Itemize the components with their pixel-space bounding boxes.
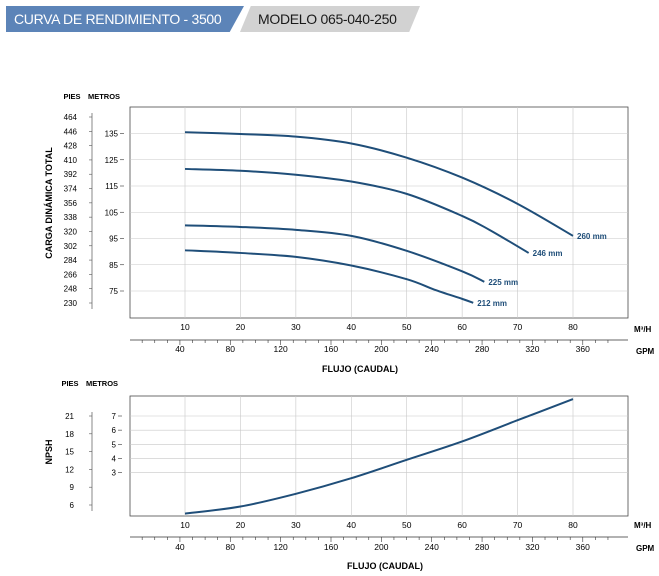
x-tick-label: 70 <box>513 322 523 332</box>
x2-tick-label: 40 <box>175 542 185 552</box>
y-units-label-bottom: METROS <box>86 379 118 388</box>
x2-tick-label: 360 <box>576 344 590 354</box>
x-tick-label: 20 <box>236 520 246 530</box>
x-tick-label: 10 <box>180 322 190 332</box>
x-tick-label: 30 <box>291 322 301 332</box>
x2-tick-label: 80 <box>226 344 236 354</box>
x2-tick-label: 40 <box>175 344 185 354</box>
x2-units-label-bottom: GPM <box>636 544 655 553</box>
y2-tick-label: 18 <box>65 430 74 439</box>
series-line <box>184 131 574 237</box>
x-units-label-bottom: M³/H <box>634 521 652 530</box>
y-tick-label: 135 <box>105 130 119 139</box>
x-axis-title-top: FLUJO (CAUDAL) <box>322 364 398 374</box>
series-label: 246 mm <box>533 249 563 258</box>
y2-tick-label: 320 <box>64 227 78 236</box>
y-tick-label: 7 <box>112 412 117 421</box>
x-tick-label: 50 <box>402 520 412 530</box>
y2-tick-label: 428 <box>64 142 78 151</box>
y2-tick-label: 21 <box>65 412 74 421</box>
y2-tick-label: 248 <box>64 285 78 294</box>
npsh-chart: PIES METROS NPSH FLUJO (CAUDAL) M³/H GPM… <box>44 379 655 571</box>
y-tick-label: 3 <box>112 469 117 478</box>
y2-tick-label: 446 <box>64 127 78 136</box>
y2-tick-label: 302 <box>64 242 78 251</box>
x2-tick-label: 120 <box>274 542 288 552</box>
y2-tick-label: 230 <box>64 299 78 308</box>
y-axis-title-bottom: NPSH <box>44 439 54 464</box>
x-tick-label: 60 <box>457 520 467 530</box>
series-line <box>184 167 530 254</box>
x2-tick-label: 160 <box>324 542 338 552</box>
plot-frame <box>129 395 629 517</box>
y2-tick-label: 392 <box>64 170 78 179</box>
y-tick-label: 6 <box>112 426 117 435</box>
y2-tick-label: 284 <box>64 256 78 265</box>
x2-tick-label: 160 <box>324 344 338 354</box>
x-tick-label: 80 <box>568 520 578 530</box>
x2-tick-label: 280 <box>475 542 489 552</box>
series-line <box>184 249 474 304</box>
x-tick-label: 50 <box>402 322 412 332</box>
header-model: MODELO 065-040-250 <box>240 6 420 32</box>
x-tick-label: 40 <box>347 520 357 530</box>
x-tick-label: 80 <box>568 322 578 332</box>
x2-tick-label: 120 <box>274 344 288 354</box>
x2-tick-label: 320 <box>525 542 539 552</box>
y2-tick-label: 266 <box>64 270 78 279</box>
y2-tick-label: 9 <box>70 483 75 492</box>
series-label: 260 mm <box>577 232 607 241</box>
y2-units-label-top: PIES <box>63 92 80 101</box>
x-tick-label: 40 <box>347 322 357 332</box>
y-tick-label: 85 <box>109 261 118 270</box>
head-chart: PIES METROS CARGA DINÁMICA TOTAL FLUJO (… <box>44 92 655 374</box>
y2-tick-label: 356 <box>64 199 78 208</box>
y2-tick-label: 338 <box>64 213 78 222</box>
x2-tick-label: 80 <box>226 542 236 552</box>
y2-tick-label: 15 <box>65 448 74 457</box>
y-tick-label: 105 <box>105 208 119 217</box>
y2-tick-label: 374 <box>64 185 78 194</box>
x2-tick-label: 320 <box>525 344 539 354</box>
x-axis-title-bottom: FLUJO (CAUDAL) <box>347 561 423 571</box>
x-tick-label: 60 <box>457 322 467 332</box>
y-tick-label: 115 <box>105 182 118 191</box>
x2-tick-label: 200 <box>374 542 388 552</box>
x2-tick-label: 200 <box>374 344 388 354</box>
x2-tick-label: 240 <box>425 344 439 354</box>
y-tick-label: 75 <box>109 287 118 296</box>
series-line <box>184 224 485 283</box>
x-units-label-top: M³/H <box>634 325 652 334</box>
y2-tick-label: 12 <box>65 465 74 474</box>
x-tick-label: 10 <box>180 520 190 530</box>
x-tick-label: 20 <box>236 322 246 332</box>
y2-tick-label: 6 <box>70 501 75 510</box>
series-label: 225 mm <box>488 278 518 287</box>
y-tick-label: 125 <box>105 156 119 165</box>
series-line <box>184 398 574 515</box>
x-tick-label: 70 <box>513 520 523 530</box>
x2-tick-label: 280 <box>475 344 489 354</box>
x2-units-label-top: GPM <box>636 347 655 356</box>
y2-tick-label: 410 <box>64 156 78 165</box>
y2-tick-label: 464 <box>64 113 78 122</box>
y-tick-label: 95 <box>109 235 118 244</box>
y-units-label-top: METROS <box>88 92 120 101</box>
y-tick-label: 5 <box>112 440 117 449</box>
y2-units-label-bottom: PIES <box>61 379 78 388</box>
x-tick-label: 30 <box>291 520 301 530</box>
x2-tick-label: 360 <box>576 542 590 552</box>
header-title: CURVA DE RENDIMIENTO - 3500 RPM <box>6 6 244 32</box>
y-tick-label: 4 <box>112 454 117 463</box>
x2-tick-label: 240 <box>425 542 439 552</box>
y-axis-title-top: CARGA DINÁMICA TOTAL <box>44 147 54 259</box>
series-label: 212 mm <box>477 299 507 308</box>
